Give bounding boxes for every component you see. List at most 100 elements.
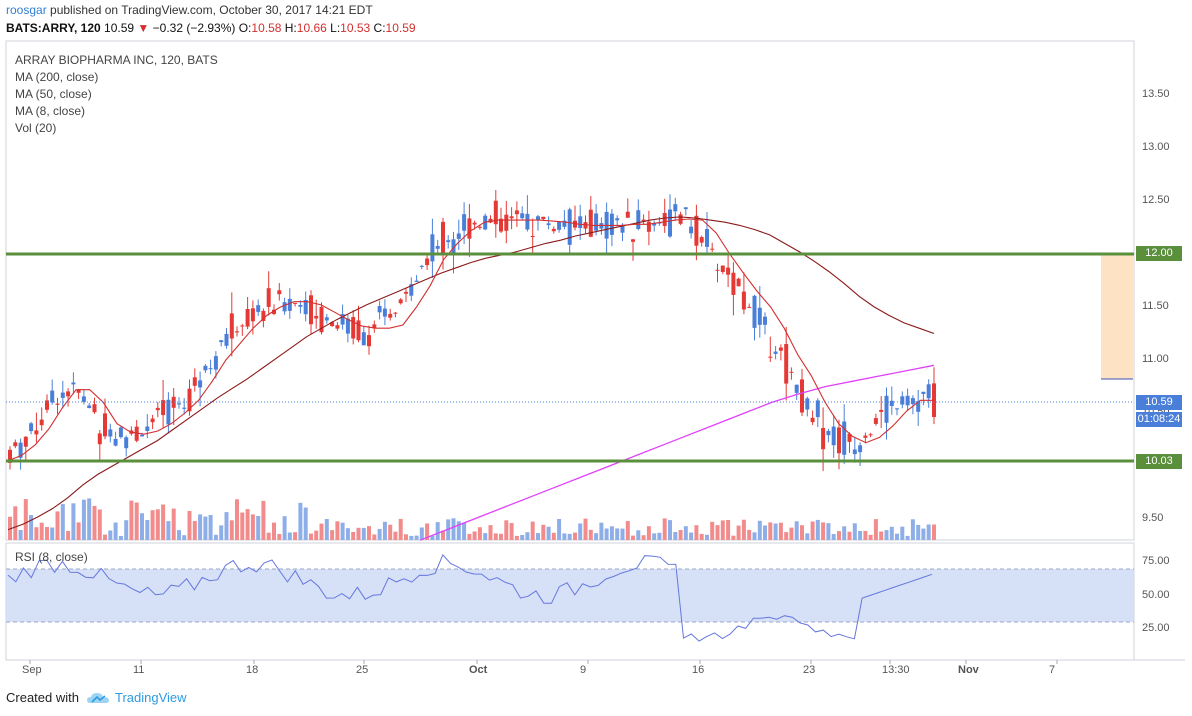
candle-body [340, 314, 345, 325]
volume-bar [562, 533, 567, 540]
volume-bar [97, 509, 102, 540]
tradingview-link[interactable]: TradingView [114, 690, 187, 705]
candle-body [23, 436, 28, 447]
volume-bar [652, 533, 657, 540]
volume-bar [868, 534, 873, 540]
volume-bar [773, 523, 778, 540]
candle-body [530, 236, 535, 237]
volume-bar [367, 526, 371, 540]
candle-body [646, 221, 651, 232]
volume-bar [198, 514, 203, 540]
candle-body [309, 295, 313, 325]
volume-bar [895, 533, 899, 540]
candle-body [863, 435, 868, 438]
candle-body [731, 272, 736, 295]
volume-bar [377, 529, 382, 540]
candle-body [641, 219, 646, 222]
candle-body [551, 228, 556, 232]
candle-body [351, 317, 356, 339]
candle-body [361, 332, 366, 346]
volume-bar [488, 525, 493, 540]
volume-bar [609, 526, 614, 540]
candle-body [45, 400, 49, 410]
volume-bar [710, 521, 715, 540]
candle-body [831, 426, 836, 446]
volume-bar [298, 502, 303, 540]
volume-bar [551, 532, 556, 540]
volume-bar [683, 526, 688, 540]
time-tick-label: 23 [803, 664, 816, 676]
volume-bar [826, 523, 831, 540]
candle-body [66, 391, 71, 397]
candle-body [430, 234, 435, 262]
candle-body [462, 214, 467, 231]
candle-body [92, 404, 97, 413]
volume-bar [419, 527, 424, 540]
candle-body [842, 421, 847, 455]
candle-body [213, 356, 218, 370]
candle-body [736, 278, 741, 287]
volume-bar [256, 516, 261, 540]
volume-bar [926, 524, 931, 540]
candle-body [726, 267, 731, 275]
candle-body [419, 265, 424, 267]
volume-bar [916, 524, 921, 540]
volume-bar [847, 531, 852, 540]
candle-body [778, 347, 783, 351]
candle-body [18, 442, 23, 458]
volume-bar [493, 533, 498, 540]
candle-body [203, 365, 208, 371]
candle-body [293, 302, 298, 304]
volume-bar [509, 523, 514, 540]
candle-body [388, 313, 393, 318]
publisher-link[interactable]: roosgar [6, 3, 47, 17]
candle-body [678, 214, 683, 224]
candle-body [219, 340, 224, 343]
candle-body [858, 445, 863, 453]
volume-bar [747, 529, 752, 540]
candle-body [499, 218, 503, 232]
volume-bar [324, 519, 329, 540]
candle-body [668, 209, 672, 237]
volume-bar [583, 518, 588, 540]
rsi-line [7, 553, 933, 642]
volume-bar [150, 510, 155, 540]
candle-body [245, 309, 250, 327]
candle-body [76, 389, 81, 393]
level-tag-1003: 10.03 [1136, 454, 1182, 469]
time-tick-label: Oct [469, 664, 488, 676]
volume-bar [118, 536, 123, 540]
candle-body [240, 325, 245, 327]
volume-bar [261, 500, 266, 540]
price-tick-label: 13.50 [1142, 88, 1170, 100]
candle-body [662, 213, 667, 226]
volume-bar [250, 514, 255, 540]
legend-symbol: ARRAY BIOPHARMA INC, 120, BATS [15, 53, 218, 67]
candle-body [118, 427, 123, 438]
candle-body [879, 409, 884, 412]
volume-bar [187, 511, 192, 540]
volume-bar [266, 532, 271, 540]
volume-bar [514, 535, 519, 540]
candle-body [81, 396, 86, 402]
volume-bar [757, 520, 762, 540]
candle-body [868, 434, 873, 436]
volume-bar [504, 520, 509, 540]
volume-bar [520, 535, 525, 540]
volume-bar [240, 512, 245, 540]
publish-info: roosgar published on TradingView.com, Oc… [6, 3, 373, 17]
candle-body [345, 318, 350, 334]
volume-bar [837, 531, 841, 540]
candle-body [335, 325, 340, 329]
candle-body [541, 216, 546, 220]
legend-ma50: MA (50, close) [15, 87, 92, 101]
candle-body [683, 207, 688, 210]
candle-body [456, 233, 461, 239]
volume-bar [472, 531, 477, 540]
volume-bar [335, 521, 340, 540]
candle-body [567, 209, 572, 245]
candle-body [113, 438, 118, 446]
legend-volume: Vol (20) [15, 121, 57, 135]
candle-body [488, 218, 493, 223]
